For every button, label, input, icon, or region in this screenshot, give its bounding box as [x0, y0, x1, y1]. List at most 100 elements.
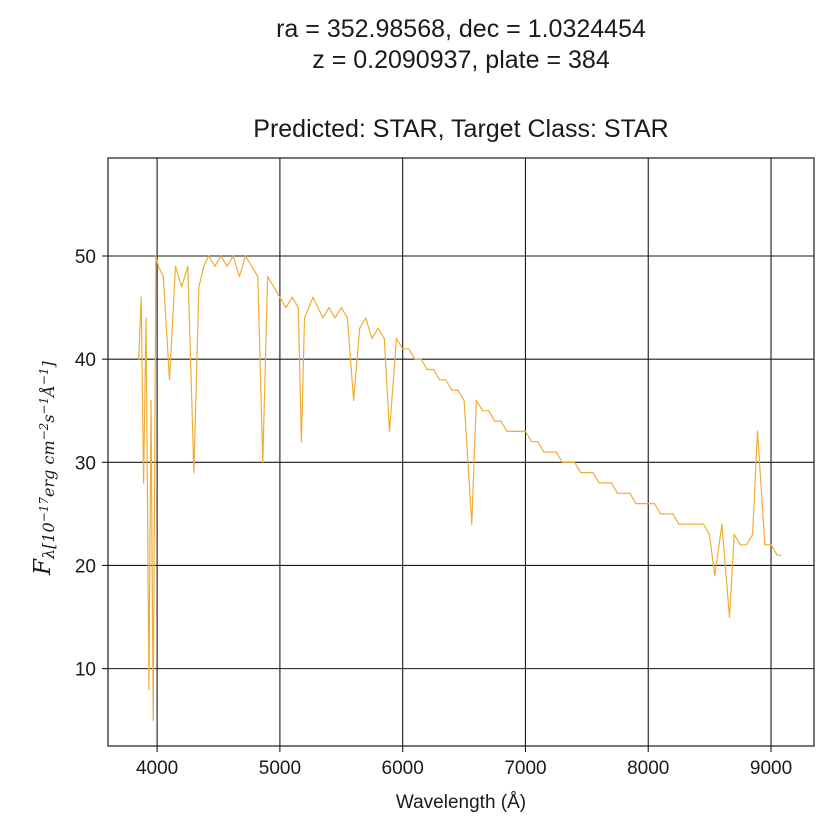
spectrum-point: [353, 399, 355, 401]
spectrum-point: [414, 358, 416, 360]
spectrum-point: [752, 533, 754, 536]
y-tick-label: 30: [75, 453, 96, 474]
spectrum-point: [383, 337, 385, 340]
chart-title: ra = 352.98568, dec = 1.0324454 z = 0.20…: [108, 14, 814, 76]
spectrum-point: [402, 348, 404, 350]
x-tick-label: 8000: [627, 758, 669, 779]
spectrum-point: [739, 544, 741, 546]
spectrum-point: [714, 575, 716, 577]
spectrum-point: [764, 544, 766, 546]
spectrum-point: [138, 358, 140, 360]
spectrum-point: [208, 255, 210, 257]
spectrum-point: [598, 482, 600, 484]
y-axis-label: Fλ[10−17erg cm−2s−1Å−1]: [30, 360, 58, 576]
spectrum-point: [592, 472, 594, 474]
spectrum-point: [770, 544, 772, 546]
spectrum-point: [291, 296, 293, 298]
spectrum-point: [696, 523, 699, 525]
spectrum-point: [475, 399, 477, 401]
spectrum-point: [273, 286, 275, 288]
spectrum-point: [512, 430, 514, 432]
spectrum-point: [728, 616, 731, 618]
spectrum-point: [152, 719, 154, 721]
y-axis-ticks: 10 20 30 40 50: [75, 247, 108, 681]
spectrum-point: [488, 410, 490, 412]
grid-lines: [108, 158, 814, 746]
plot-frame: [107, 157, 815, 747]
spectrum-point: [586, 472, 588, 474]
spectrum-point: [678, 523, 680, 525]
x-tick-label: 9000: [750, 758, 792, 779]
spectrum-point: [340, 307, 342, 309]
spectrum-point: [257, 276, 259, 278]
spectrum-point: [346, 317, 348, 319]
title-line-1: ra = 352.98568, dec = 1.0324454: [276, 15, 646, 43]
spectrum-point: [580, 472, 582, 474]
title-line-2: z = 0.2090937, plate = 384: [312, 46, 610, 74]
spectrum-point: [238, 276, 240, 278]
spectrum-point: [279, 296, 281, 298]
spectrum-point: [150, 399, 152, 401]
chart-subtitle: Predicted: STAR, Target Class: STAR: [253, 115, 669, 143]
x-axis-ticks: 4000 5000 6000 7000 8000 9000: [136, 746, 792, 779]
spectrum-point: [756, 430, 759, 432]
x-tick-label: 4000: [136, 758, 178, 779]
spectrum-point: [193, 472, 195, 474]
spectrum-point: [220, 255, 222, 257]
spectrum-point: [438, 379, 441, 381]
spectrum-point: [451, 389, 453, 391]
spectrum-point: [641, 503, 643, 505]
spectrum-point: [702, 523, 705, 525]
spectrum-point: [647, 503, 649, 505]
y-tick-label: 40: [75, 350, 96, 371]
spectrum-point: [244, 255, 247, 257]
spectrum-point: [322, 317, 324, 319]
spectrum-point: [457, 389, 459, 391]
series-layer: [138, 255, 782, 721]
spectrum-point: [359, 327, 361, 329]
spectrum-point: [328, 307, 330, 309]
spectrum-point: [604, 482, 606, 484]
spectrum-point: [672, 513, 674, 515]
spectrum-point: [297, 307, 299, 309]
spectrum-point: [203, 265, 205, 267]
x-axis-label: Wavelength (Å): [396, 792, 526, 813]
spectrum-point: [145, 317, 147, 319]
x-tick-label: 7000: [504, 758, 546, 779]
spectrum-point: [708, 533, 711, 536]
spectrum-point: [733, 533, 735, 536]
y-axis-label-text: Fλ[10−17erg cm−2s−1Å−1]: [30, 360, 58, 576]
spectrum-point: [334, 317, 336, 319]
spectrum-point: [232, 255, 234, 257]
spectrum-point: [426, 368, 428, 371]
spectrum-point: [267, 276, 269, 278]
spectrum-point: [143, 482, 145, 484]
spectrum-point: [181, 286, 183, 288]
spectrum-point: [537, 441, 539, 443]
y-tick-label: 20: [75, 556, 96, 577]
spectrum-point: [303, 317, 306, 319]
y-tick-label: 10: [75, 660, 96, 681]
spectrum-point: [574, 461, 576, 463]
spectrum-point: [623, 492, 625, 494]
spectrum-point: [395, 337, 398, 340]
spectrum-point: [629, 492, 631, 494]
spectrum-point: [377, 327, 379, 329]
spectrum-point: [659, 513, 662, 515]
spectrum-point: [174, 265, 177, 267]
spectrum-point: [549, 451, 551, 453]
spectrum-point: [371, 337, 373, 340]
spectrum-point: [531, 441, 533, 443]
spectrum-point: [187, 265, 189, 267]
spectrum-point: [684, 523, 686, 525]
spectrum-point: [721, 523, 723, 525]
spectrum-point: [524, 430, 527, 432]
spectrum-point: [561, 461, 563, 463]
spectrum-point: [555, 451, 557, 453]
spectrum-point: [666, 513, 668, 515]
spectrum-point: [506, 430, 508, 432]
x-tick-label: 5000: [259, 758, 301, 779]
spectrum-point: [157, 265, 159, 267]
spectrum-point: [445, 379, 447, 381]
